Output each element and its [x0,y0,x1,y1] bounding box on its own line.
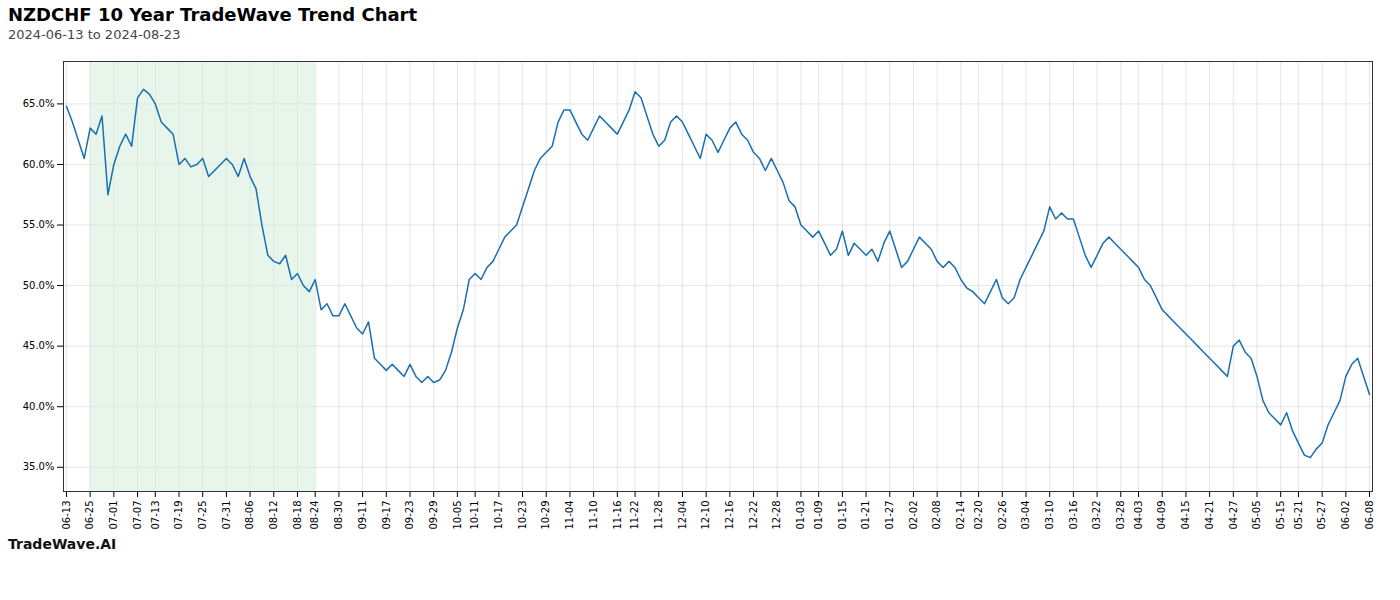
svg-text:03-22: 03-22 [1091,501,1102,530]
svg-text:06-25: 06-25 [84,501,95,530]
svg-text:02-14: 02-14 [955,501,966,530]
svg-text:55.0%: 55.0% [23,219,55,230]
svg-text:60.0%: 60.0% [23,159,55,170]
svg-text:08-24: 08-24 [309,501,320,530]
svg-text:06-02: 06-02 [1340,501,1351,530]
svg-text:04-27: 04-27 [1228,501,1239,530]
svg-text:07-25: 07-25 [197,501,208,530]
svg-text:10-17: 10-17 [493,501,504,530]
svg-text:10-23: 10-23 [517,501,528,530]
svg-text:04-21: 04-21 [1204,501,1215,530]
svg-text:09-17: 09-17 [381,501,392,530]
html-text:2024-06-13 to 2024-08-23: 2024-06-13 to 2024-08-23 [8,27,181,42]
svg-text:04-03: 04-03 [1133,501,1144,530]
svg-text:01-09: 01-09 [813,501,824,530]
svg-text:05-21: 05-21 [1293,501,1304,530]
svg-text:08-18: 08-18 [292,501,303,530]
svg-text:04-15: 04-15 [1180,501,1191,530]
svg-text:12-28: 12-28 [771,501,782,530]
svg-text:12-10: 12-10 [700,501,711,530]
svg-text:11-04: 11-04 [564,501,575,530]
svg-text:12-04: 12-04 [677,501,688,530]
svg-text:02-26: 02-26 [997,501,1008,530]
svg-text:12-22: 12-22 [748,501,759,530]
svg-text:05-27: 05-27 [1316,501,1327,530]
svg-text:09-11: 09-11 [357,501,368,530]
svg-text:08-30: 08-30 [333,501,344,530]
svg-text:07-19: 07-19 [173,501,184,530]
html-text:TradeWave.AI: TradeWave.AI [8,536,117,552]
svg-text:05-15: 05-15 [1275,501,1286,530]
svg-text:08-06: 08-06 [244,501,255,530]
svg-text:11-16: 11-16 [612,501,623,530]
svg-text:03-28: 03-28 [1115,501,1126,530]
svg-text:07-13: 07-13 [150,501,161,530]
svg-text:01-15: 01-15 [837,501,848,530]
svg-text:65.0%: 65.0% [23,98,55,109]
svg-text:03-16: 03-16 [1068,501,1079,530]
svg-text:08-12: 08-12 [268,501,279,530]
svg-text:02-02: 02-02 [908,501,919,530]
svg-text:05-05: 05-05 [1251,501,1262,530]
svg-text:45.0%: 45.0% [23,340,55,351]
svg-text:01-21: 01-21 [860,501,871,530]
svg-text:04-09: 04-09 [1156,501,1167,530]
svg-text:10-11: 10-11 [469,501,480,530]
svg-text:06-13: 06-13 [61,501,72,530]
svg-text:11-10: 11-10 [588,501,599,530]
svg-text:07-07: 07-07 [132,501,143,530]
svg-text:07-01: 07-01 [108,501,119,530]
svg-text:10-29: 10-29 [540,501,551,530]
svg-text:03-10: 03-10 [1044,501,1055,530]
svg-text:11-22: 11-22 [629,501,640,530]
svg-text:03-04: 03-04 [1020,501,1031,530]
svg-text:09-23: 09-23 [404,501,415,530]
svg-text:06-08: 06-08 [1364,501,1375,530]
svg-text:02-20: 02-20 [973,501,984,530]
svg-text:07-31: 07-31 [221,501,232,530]
svg-text:09-29: 09-29 [428,501,439,530]
svg-text:50.0%: 50.0% [23,280,55,291]
html-text:NZDCHF 10 Year TradeWave Trend: NZDCHF 10 Year TradeWave Trend Chart [8,4,418,25]
svg-text:12-16: 12-16 [724,501,735,530]
svg-text:01-03: 01-03 [795,501,806,530]
svg-text:10-05: 10-05 [452,501,463,530]
svg-text:40.0%: 40.0% [23,401,55,412]
svg-text:02-08: 02-08 [931,501,942,530]
svg-text:35.0%: 35.0% [23,461,55,472]
svg-text:11-28: 11-28 [653,501,664,530]
svg-text:01-27: 01-27 [884,501,895,530]
